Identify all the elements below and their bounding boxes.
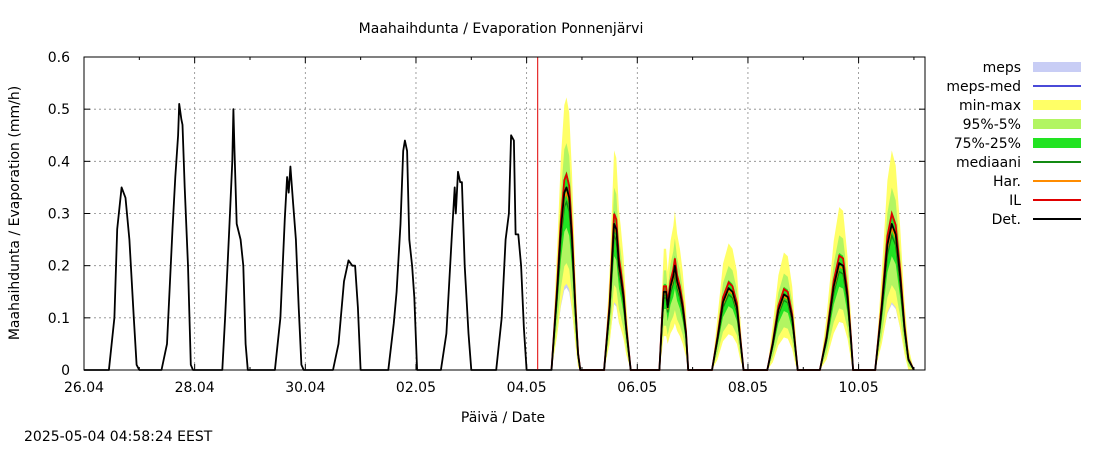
legend-swatch xyxy=(1033,138,1081,148)
legend-swatch xyxy=(1033,62,1081,72)
chart-title: Maahaihdunta / Evaporation Ponnenjärvi xyxy=(359,21,644,37)
y-tick-label: 0.1 xyxy=(48,311,70,327)
y-tick-label: 0 xyxy=(61,363,70,379)
chart-axes xyxy=(83,56,926,371)
timestamp: 2025-05-04 04:58:24 EEST xyxy=(24,429,213,445)
x-tick-label: 30.04 xyxy=(285,380,325,396)
legend-label: meps-med xyxy=(946,79,1021,95)
legend-label: 75%-25% xyxy=(954,136,1021,152)
y-axis-label: Maahaihdunta / Evaporation (mm/h) xyxy=(7,86,23,340)
legend-label: min-max xyxy=(959,98,1021,114)
x-tick-label: 26.04 xyxy=(64,380,104,396)
legend-swatch xyxy=(1033,100,1081,110)
legend-swatch xyxy=(1033,119,1081,129)
y-tick-label: 0.4 xyxy=(48,154,70,170)
x-tick-label: 08.05 xyxy=(728,380,768,396)
x-axis-label: Päivä / Date xyxy=(461,410,545,426)
x-tick-label: 02.05 xyxy=(396,380,436,396)
band-minmax xyxy=(551,97,914,371)
x-tick-label: 04.05 xyxy=(507,380,547,396)
tick-labels: 0 0.1 0.2 0.3 0.4 0.5 0.6 26.04 28.04 30.04 02.05 0… xyxy=(48,50,879,396)
legend-label: mediaani xyxy=(956,155,1021,171)
chart-grid xyxy=(84,57,925,370)
y-tick-label: 0.2 xyxy=(48,259,70,275)
y-tick-label: 0.5 xyxy=(48,102,70,118)
y-tick-label: 0.3 xyxy=(48,207,70,223)
legend-label: Det. xyxy=(992,212,1021,228)
forecast-bands xyxy=(551,97,914,371)
legend-label: IL xyxy=(1009,193,1021,209)
legend-label: Har. xyxy=(993,174,1021,190)
x-tick-label: 28.04 xyxy=(175,380,215,396)
legend-label: meps xyxy=(983,60,1021,76)
y-tick-label: 0.6 xyxy=(48,50,70,66)
chart-legend: meps meps-med min-max 95%-5% 75%-25% mediaani… xyxy=(946,60,1081,228)
x-tick-label: 06.05 xyxy=(617,380,657,396)
x-tick-label: 10.05 xyxy=(839,380,879,396)
legend-label: 95%-5% xyxy=(963,117,1021,133)
